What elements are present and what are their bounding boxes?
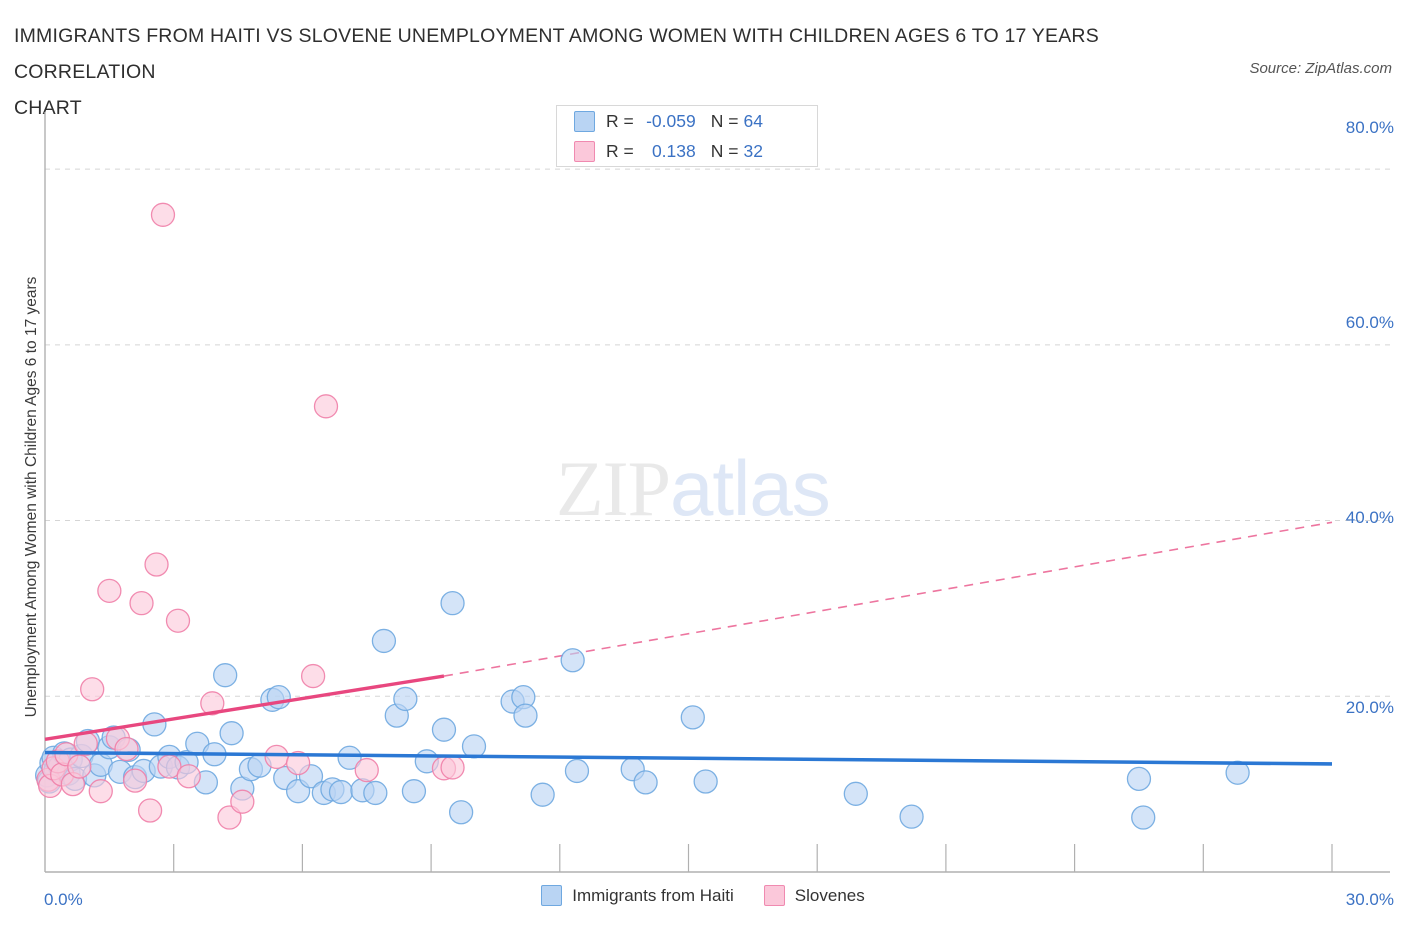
legend-r-value-haiti: -0.059 bbox=[646, 110, 696, 131]
legend-r-value-slovenes: 0.138 bbox=[651, 140, 696, 161]
y-axis-tick-40: 40.0% bbox=[1345, 508, 1394, 527]
data-point-slovenes-28[interactable] bbox=[313, 394, 339, 419]
data-point-slovenes-13[interactable] bbox=[114, 736, 139, 762]
data-point-slovenes-26[interactable] bbox=[285, 750, 311, 776]
legend-n-value-haiti: 64 bbox=[743, 110, 763, 131]
legend-swatch-slovenes-icon bbox=[574, 140, 595, 162]
data-point-haiti-43[interactable] bbox=[363, 780, 388, 806]
data-point-haiti-52[interactable] bbox=[461, 734, 487, 759]
data-point-slovenes-17[interactable] bbox=[144, 552, 169, 577]
legend-row-haiti: R = -0.059 N = 64 bbox=[557, 106, 817, 136]
data-point-slovenes-23[interactable] bbox=[217, 805, 242, 830]
data-point-haiti-51[interactable] bbox=[448, 800, 474, 825]
page-title-line-1: IMMIGRANTS FROM HAITI VS SLOVENE UNEMPLO… bbox=[14, 25, 1099, 83]
x-axis-tick-min: 0.0% bbox=[44, 890, 83, 909]
data-point-haiti-63[interactable] bbox=[843, 781, 868, 806]
legend-n-value-slovenes: 32 bbox=[743, 140, 763, 161]
legend-n-label-haiti: N = bbox=[710, 110, 739, 131]
data-point-haiti-66[interactable] bbox=[1131, 805, 1156, 830]
data-point-haiti-55[interactable] bbox=[513, 703, 538, 728]
points-slovenes bbox=[36, 202, 465, 830]
data-point-slovenes-20[interactable] bbox=[165, 608, 191, 633]
data-point-haiti-44[interactable] bbox=[371, 628, 397, 654]
data-point-slovenes-22[interactable] bbox=[200, 691, 225, 716]
trendline-haiti bbox=[44, 750, 1333, 766]
y-axis-title: Unemployment Among Women with Children A… bbox=[23, 276, 40, 718]
data-point-haiti-50[interactable] bbox=[440, 590, 465, 616]
legend-r-label-slovenes: R = bbox=[606, 140, 634, 161]
data-point-haiti-60[interactable] bbox=[633, 770, 658, 795]
data-point-haiti-47[interactable] bbox=[401, 779, 427, 804]
series-legend-item-slovenes[interactable]: Slovenes bbox=[763, 885, 865, 906]
data-point-slovenes-16[interactable] bbox=[137, 798, 163, 823]
data-point-slovenes-18[interactable] bbox=[150, 202, 176, 227]
legend-n-label-slovenes: N = bbox=[710, 140, 739, 161]
data-point-haiti-29[interactable] bbox=[219, 721, 244, 746]
data-point-haiti-64[interactable] bbox=[899, 804, 924, 829]
legend-swatch-haiti-icon bbox=[574, 110, 595, 132]
series-swatch-slovenes-icon bbox=[763, 885, 785, 906]
data-point-slovenes-14[interactable] bbox=[122, 768, 148, 793]
data-point-haiti-41[interactable] bbox=[337, 745, 362, 770]
data-point-haiti-65[interactable] bbox=[1126, 766, 1152, 792]
data-point-haiti-61[interactable] bbox=[680, 705, 705, 730]
correlation-stats-legend: R = -0.059 N = 64 R = 0.138 N = 32 bbox=[556, 105, 818, 167]
source-attribution: Source: ZipAtlas.com bbox=[1249, 60, 1392, 77]
legend-r-label-haiti: R = bbox=[606, 110, 634, 131]
series-label-haiti: Immigrants from Haiti bbox=[572, 885, 734, 905]
data-point-haiti-40[interactable] bbox=[328, 779, 354, 805]
series-swatch-haiti-icon bbox=[541, 885, 563, 906]
data-point-slovenes-11[interactable] bbox=[97, 578, 122, 603]
data-point-slovenes-31[interactable] bbox=[440, 755, 465, 780]
data-point-haiti-67[interactable] bbox=[1225, 760, 1250, 785]
data-point-slovenes-27[interactable] bbox=[300, 663, 326, 689]
data-point-haiti-57[interactable] bbox=[560, 648, 585, 673]
chart-title-block: IMMIGRANTS FROM HAITI VS SLOVENE UNEMPLO… bbox=[14, 18, 1234, 126]
data-point-slovenes-25[interactable] bbox=[264, 744, 289, 770]
data-point-slovenes-24[interactable] bbox=[230, 789, 255, 814]
series-label-slovenes: Slovenes bbox=[794, 885, 865, 905]
data-point-haiti-58[interactable] bbox=[564, 758, 590, 784]
y-axis-tick-80: 80.0% bbox=[1345, 118, 1394, 137]
data-point-slovenes-7[interactable] bbox=[67, 754, 92, 779]
data-point-slovenes-29[interactable] bbox=[354, 757, 379, 783]
series-legend-item-haiti[interactable]: Immigrants from Haiti bbox=[541, 885, 734, 906]
data-point-haiti-46[interactable] bbox=[393, 686, 418, 712]
y-axis-tick-60: 60.0% bbox=[1345, 313, 1394, 332]
data-point-slovenes-21[interactable] bbox=[176, 764, 201, 789]
data-point-haiti-49[interactable] bbox=[431, 717, 457, 742]
data-point-haiti-28[interactable] bbox=[213, 663, 238, 688]
data-point-slovenes-10[interactable] bbox=[88, 779, 113, 804]
trendline-slovenes-extrapolated bbox=[443, 521, 1333, 677]
data-point-haiti-62[interactable] bbox=[693, 769, 718, 794]
data-point-slovenes-9[interactable] bbox=[80, 677, 105, 702]
x-axis-tick-max: 30.0% bbox=[1345, 890, 1394, 909]
data-point-slovenes-15[interactable] bbox=[129, 590, 154, 616]
data-point-haiti-56[interactable] bbox=[530, 782, 555, 807]
trendline-slovenes bbox=[44, 674, 445, 742]
page-title-line-2: CHART bbox=[14, 97, 82, 119]
y-axis-tick-20: 20.0% bbox=[1345, 698, 1394, 717]
series-legend: Immigrants from Haiti Slovenes bbox=[0, 885, 1406, 906]
legend-row-slovenes: R = 0.138 N = 32 bbox=[557, 136, 817, 166]
